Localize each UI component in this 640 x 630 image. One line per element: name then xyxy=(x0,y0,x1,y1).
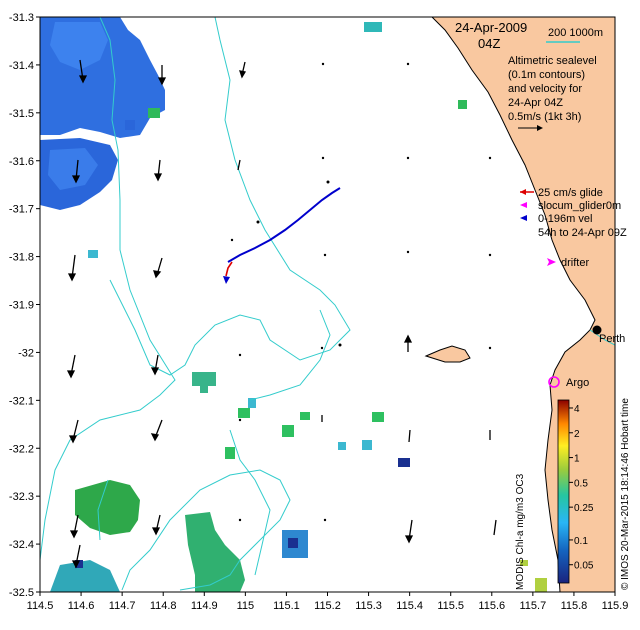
credit-text: © IMOS 20-Mar-2015 18:14:46 Hobart time xyxy=(620,398,631,590)
track-legend-label: slocum_glider0m xyxy=(538,200,621,212)
perth-label: Perth xyxy=(599,333,625,345)
scale-label: 200 1000m xyxy=(548,27,603,39)
colorbar-tick-label: 1 xyxy=(574,454,580,465)
x-tick-label: 114.5 xyxy=(27,600,54,612)
map-time: 04Z xyxy=(478,36,500,51)
colorbar-ticks: 4 2 1 0.5 0.25 0.1 0.05 xyxy=(569,404,594,572)
y-tick-label: -31.3 xyxy=(9,12,34,24)
glider-track-recent xyxy=(225,261,233,277)
legend-line: Altimetric sealevel xyxy=(508,55,597,67)
legend-line: (0.1m contours) xyxy=(508,69,585,81)
x-tick-label: 115.9 xyxy=(602,600,629,612)
colorbar-title: MODIS Chl-a mg/m3 OC3 xyxy=(515,473,526,590)
y-tick-label: -32 xyxy=(18,347,34,359)
argo-marker xyxy=(548,376,560,388)
x-tick-label: 115.4 xyxy=(396,600,423,612)
y-tick-label: -31.8 xyxy=(9,252,34,264)
y-tick-label: -32.4 xyxy=(9,539,34,551)
x-tick-label: 115.3 xyxy=(355,600,382,612)
perth-marker xyxy=(592,325,602,335)
legend-line: 24-Apr 04Z xyxy=(508,97,563,109)
y-tick-label: -32.1 xyxy=(9,395,34,407)
y-tick-label: -31.4 xyxy=(9,60,34,72)
drifter-label: drifter xyxy=(561,257,589,269)
colorbar-tick-label: 0.05 xyxy=(574,561,594,572)
track-legend-label: 25 cm/s glide xyxy=(538,187,603,199)
x-tick-label: 115.2 xyxy=(314,600,341,612)
argo-label: Argo xyxy=(566,377,589,389)
glider-position-arrow xyxy=(223,276,230,284)
x-tick-label: 115 xyxy=(237,600,255,612)
y-tick-label: -31.7 xyxy=(9,204,34,216)
map-date: 24-Apr-2009 xyxy=(455,20,527,35)
y-tick-label: -32.2 xyxy=(9,443,34,455)
x-tick-label: 115.1 xyxy=(273,600,300,612)
colorbar-tick-label: 0.5 xyxy=(574,478,588,489)
track-legend-label: 54h to 24-Apr 09Z xyxy=(538,227,627,239)
x-tick-label: 114.8 xyxy=(150,600,177,612)
x-tick-label: 114.6 xyxy=(68,600,95,612)
y-tick-label: -31.5 xyxy=(9,108,34,120)
y-tick-label: -31.6 xyxy=(9,156,34,168)
colorbar-tick-label: 4 xyxy=(574,404,580,415)
velocity-dots xyxy=(230,62,492,522)
y-axis: -31.3 -31.4 -31.5 -31.6 -31.7 -31.8 -31.9 -32 -3… xyxy=(9,12,40,599)
y-tick-label: -31.9 xyxy=(9,300,34,312)
x-tick-label: 115.6 xyxy=(478,600,505,612)
y-tick-label: -32.5 xyxy=(9,587,34,599)
x-tick-label: 115.8 xyxy=(561,600,588,612)
x-tick-label: 115.5 xyxy=(437,600,464,612)
x-axis: 114.5 114.6 114.7 114.8 114.9 115 115.1 115.2 11… xyxy=(27,592,629,612)
track-legend: 25 cm/s glide slocum_glider0m 0-196m vel… xyxy=(520,187,627,269)
colorbar xyxy=(557,399,570,584)
velocity-arrows xyxy=(66,59,497,569)
legend-line: 0.5m/s (1kt 3h) xyxy=(508,111,581,123)
x-tick-label: 115.7 xyxy=(519,600,546,612)
x-tick-label: 114.9 xyxy=(191,600,218,612)
colorbar-tick-label: 0.25 xyxy=(574,503,594,514)
colorbar-tick-label: 0.1 xyxy=(574,536,588,547)
x-tick-label: 114.7 xyxy=(109,600,136,612)
legend-line: and velocity for xyxy=(508,83,582,95)
chlorophyll-patches xyxy=(40,17,547,592)
colorbar-tick-label: 2 xyxy=(574,429,580,440)
track-legend-label: 0-196m vel xyxy=(538,213,592,225)
legend-velocity-arrow xyxy=(518,125,543,131)
legend-text: Altimetric sealevel (0.1m contours) and … xyxy=(508,55,597,123)
glider-track xyxy=(227,187,341,263)
rottnest-island xyxy=(424,345,471,363)
sealevel-contours xyxy=(40,17,351,591)
y-tick-label: -32.3 xyxy=(9,491,34,503)
